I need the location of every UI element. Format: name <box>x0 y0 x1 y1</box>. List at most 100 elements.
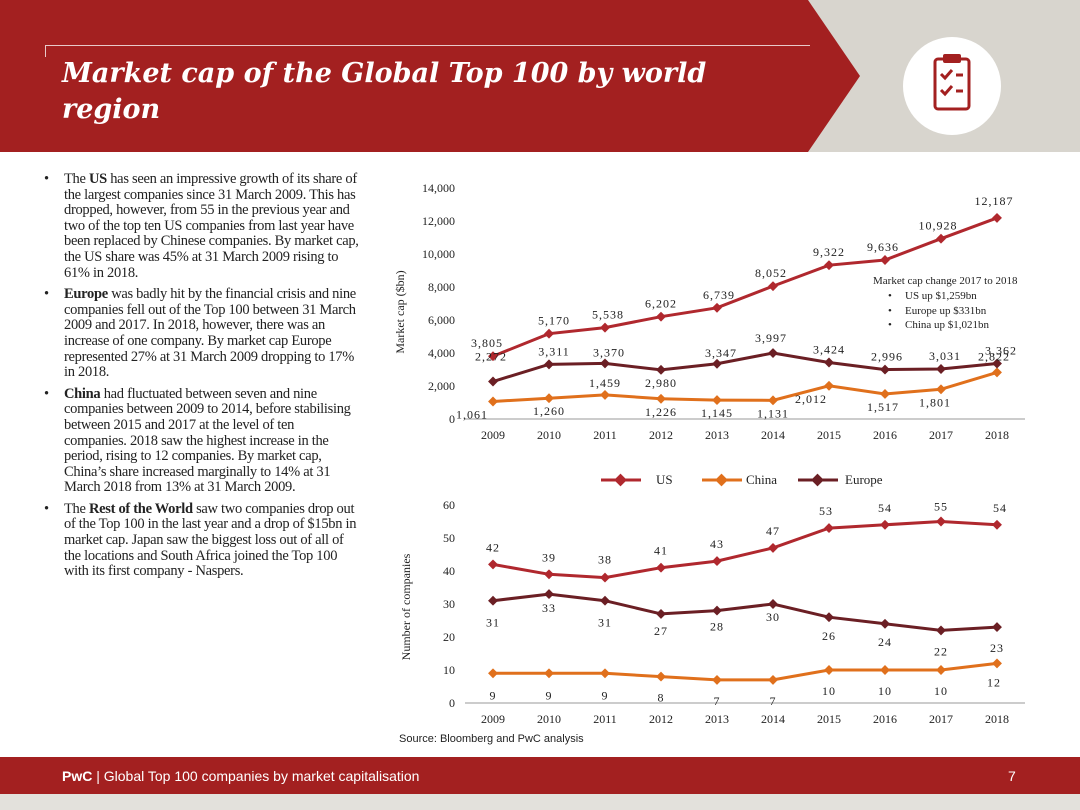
icon-badge <box>903 37 1001 135</box>
data-point-china <box>880 665 890 675</box>
x-tick-label: 2018 <box>985 712 1009 726</box>
data-point-china <box>824 380 834 391</box>
data-point-europe <box>824 357 834 368</box>
data-label-europe: 3,311 <box>538 344 570 358</box>
data-label-china: 1,061 <box>456 407 488 421</box>
legend-marker-us <box>614 473 627 487</box>
bottom-strip <box>0 794 1080 810</box>
data-label-china: 7 <box>714 694 721 708</box>
bullet-rest-of-world: The Rest of the World saw two companies … <box>30 500 360 580</box>
data-label-us: 55 <box>934 500 948 514</box>
annotation-item-europe: Europe up $331bn <box>905 305 987 317</box>
annotation-bullet: • <box>888 319 892 331</box>
y-axis-label: Market cap ($bn) <box>393 270 407 353</box>
y-tick-label: 0 <box>449 696 455 710</box>
data-point-china <box>656 671 666 682</box>
x-tick-label: 2018 <box>985 428 1009 442</box>
series-line-europe <box>492 592 998 632</box>
series-line-us <box>492 519 998 580</box>
data-point-china <box>712 395 722 406</box>
y-tick-label: 10 <box>443 663 455 677</box>
data-point-china <box>880 389 890 399</box>
data-label-europe: 30 <box>766 610 780 624</box>
data-point-china <box>544 393 554 404</box>
data-point-europe <box>488 376 498 387</box>
footer-brand: PwC <box>62 768 93 784</box>
data-point-us <box>936 233 946 244</box>
data-point-europe <box>600 358 610 369</box>
data-label-europe: 28 <box>710 620 724 634</box>
data-label-china: 2,822 <box>978 349 1010 363</box>
data-point-europe <box>768 599 778 609</box>
data-point-us <box>936 516 946 527</box>
data-label-china: 1,801 <box>919 395 951 409</box>
data-label-china: 7 <box>770 694 777 708</box>
data-point-china <box>600 668 610 679</box>
data-label-europe: 24 <box>878 635 892 649</box>
data-point-europe <box>880 364 890 375</box>
data-label-us: 9,636 <box>867 240 899 254</box>
y-axis-label: Number of companies <box>399 553 413 660</box>
data-point-us <box>880 255 890 265</box>
data-point-europe <box>656 608 666 619</box>
data-label-china: 10 <box>878 684 892 698</box>
data-point-us <box>768 542 778 553</box>
x-tick-label: 2009 <box>481 428 505 442</box>
series-line-europe <box>492 351 998 383</box>
annotation-title: Market cap change 2017 to 2018 <box>873 275 1018 287</box>
source-note: Source: Bloomberg and PwC analysis <box>399 733 584 745</box>
data-label-europe: 31 <box>486 616 500 630</box>
market-cap-chart: Market cap ($bn) 0 2,000 4,000 6,000 8,000 10… <box>393 181 1025 442</box>
data-label-us: 12,187 <box>975 194 1014 208</box>
data-label-china: 10 <box>822 684 836 698</box>
commentary-list: The US has seen an impressive growth of … <box>30 171 360 586</box>
chart-legend: US China Europe <box>601 472 883 487</box>
data-point-europe <box>656 364 666 375</box>
x-tick-label: 2012 <box>649 428 673 442</box>
x-tick-label: 2011 <box>593 428 617 442</box>
data-label-china: 8 <box>658 691 665 705</box>
data-point-china <box>656 393 666 404</box>
data-point-us <box>600 322 610 333</box>
data-point-china <box>488 668 498 679</box>
data-label-us: 39 <box>542 550 556 564</box>
footer-caption: | Global Top 100 companies by market cap… <box>92 768 420 784</box>
data-label-us: 8,052 <box>755 266 787 280</box>
data-point-us <box>712 302 722 313</box>
data-point-us <box>656 311 666 322</box>
bullet-text: saw two companies drop out of the Top 10… <box>64 500 357 580</box>
data-label-us: 10,928 <box>919 219 958 233</box>
data-label-us: 41 <box>654 544 668 558</box>
bullet-china: China had fluctuated between seven and n… <box>30 385 360 496</box>
data-label-europe: 2,980 <box>645 376 677 390</box>
y-tick-label: 8,000 <box>428 280 455 294</box>
bullet-lead: The <box>64 171 89 187</box>
x-tick-label: 2016 <box>873 428 897 442</box>
x-tick-label: 2011 <box>593 712 617 726</box>
page-title: Market cap of the Global Top 100 by worl… <box>62 58 707 125</box>
data-label-us: 47 <box>766 524 780 538</box>
data-point-china <box>768 674 778 685</box>
bullet-strong: China <box>64 385 101 402</box>
bullet-text: had fluctuated between seven and nine co… <box>64 385 351 496</box>
footer-bar: PwC | Global Top 100 companies by market… <box>0 757 1080 794</box>
data-point-us <box>488 559 498 570</box>
data-label-china: 9 <box>602 688 609 702</box>
x-tick-label: 2010 <box>537 712 561 726</box>
y-tick-label: 4,000 <box>428 346 455 360</box>
data-label-china: 1,459 <box>589 376 621 390</box>
data-label-china: 9 <box>490 688 497 702</box>
data-label-us: 54 <box>993 501 1007 515</box>
data-label-us: 53 <box>819 504 833 518</box>
data-label-europe: 3,031 <box>929 349 961 363</box>
annotation-box: Market cap change 2017 to 2018 • US up $… <box>873 275 1018 331</box>
x-tick-label: 2016 <box>873 712 897 726</box>
data-point-china <box>992 367 1002 378</box>
series-line-china <box>493 661 998 682</box>
data-point-us <box>768 281 778 292</box>
data-label-europe: 26 <box>822 629 836 643</box>
data-label-us: 42 <box>486 540 500 554</box>
y-tick-label: 12,000 <box>422 214 455 228</box>
data-point-us <box>824 523 834 534</box>
footer-text: PwC | Global Top 100 companies by market… <box>62 768 419 784</box>
